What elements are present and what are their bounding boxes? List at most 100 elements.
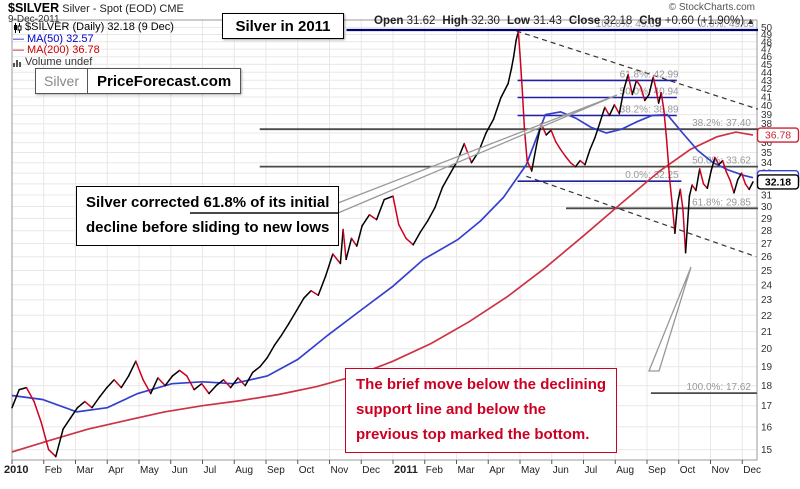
svg-text:Jul: Jul [204, 465, 217, 476]
axis-price-box [756, 127, 800, 143]
svg-text:48: 48 [761, 37, 773, 48]
svg-text:42: 42 [761, 84, 773, 95]
x-axis-labels: 2010 Feb Mar Apr May Jun Jul Aug Sep Oct Nov Dec 201… [4, 460, 761, 476]
svg-text:25: 25 [761, 266, 773, 277]
svg-text:44: 44 [761, 68, 773, 79]
svg-text:26: 26 [761, 252, 773, 263]
ma50-dash-icon: — [13, 32, 24, 45]
legend-series-label: $SILVER (Daily) 32.18 (9 Dec) [25, 21, 174, 33]
close-value: 32.18 [603, 15, 633, 27]
svg-text:Aug: Aug [235, 465, 253, 476]
up-triangle-icon: ▲ [746, 16, 755, 26]
legend-volume-row[interactable]: Volume undef [13, 55, 174, 69]
price-series [11, 30, 754, 458]
fib-line-over-note [190, 212, 338, 214]
low-value: 31.43 [533, 15, 562, 27]
svg-text:36: 36 [761, 138, 773, 149]
brand-left-label: Silver [44, 73, 80, 89]
svg-text:20: 20 [761, 344, 773, 355]
candlestick-icon [14, 22, 22, 33]
chg-value: +0.60 (+1.90%) [664, 15, 745, 27]
svg-text:Jun: Jun [553, 465, 569, 476]
svg-text:23: 23 [761, 295, 773, 306]
svg-text:61.8%: 29.85: 61.8%: 29.85 [692, 197, 751, 208]
svg-text:40: 40 [761, 101, 773, 112]
svg-text:46: 46 [761, 52, 773, 63]
symbol-header: $SILVER Silver - Spot (EOD) CME [8, 1, 184, 15]
chart-title-box: Silver in 2011 [222, 13, 344, 39]
symbol-name: $SILVER [8, 1, 60, 15]
svg-text:Dec: Dec [362, 465, 380, 476]
svg-text:27: 27 [761, 239, 773, 250]
svg-text:30: 30 [761, 202, 773, 213]
legend-ma50-row[interactable]: — MA(50) 32.57 [13, 32, 174, 46]
ma50-line [11, 111, 754, 413]
svg-text:15: 15 [761, 445, 773, 456]
legend-volume-label: Volume undef [25, 55, 93, 68]
declining-trendlines [516, 30, 759, 258]
svg-text:41: 41 [761, 93, 773, 104]
svg-text:Feb: Feb [45, 465, 63, 476]
annotation-bottom-note: The brief move below the declining suppo… [345, 368, 618, 453]
svg-text:0.0%: 49.63: 0.0%: 49.63 [701, 19, 755, 30]
svg-text:2010: 2010 [4, 464, 28, 476]
svg-text:24: 24 [761, 280, 773, 291]
symbol-description: Silver - Spot (EOD) CME [59, 3, 184, 15]
svg-text:34: 34 [761, 158, 773, 169]
svg-text:Mar: Mar [77, 465, 95, 476]
high-label: High [442, 15, 468, 27]
svg-text:Nov: Nov [712, 465, 730, 476]
svg-text:43: 43 [761, 76, 773, 87]
svg-text:Oct: Oct [299, 465, 315, 476]
high-value: 32.30 [471, 15, 500, 27]
svg-text:100.0%: 17.62: 100.0%: 17.62 [687, 382, 752, 393]
svg-text:38.2%: 37.40: 38.2%: 37.40 [692, 118, 751, 129]
svg-text:Aug: Aug [616, 465, 634, 476]
svg-text:Dec: Dec [743, 465, 761, 476]
svg-text:2011: 2011 [394, 464, 418, 476]
svg-text:Jun: Jun [172, 465, 188, 476]
svg-text:31: 31 [761, 191, 773, 202]
svg-text:61.8%: 42.99: 61.8%: 42.99 [620, 69, 679, 80]
svg-text:38: 38 [761, 119, 773, 130]
annotation-line: The brief move below the declining [356, 376, 607, 393]
legend-ma50-label: MA(50) 32.57 [27, 32, 94, 45]
svg-text:17: 17 [761, 401, 773, 412]
svg-text:Apr: Apr [489, 465, 505, 476]
svg-text:22: 22 [761, 311, 773, 322]
legend-ma200-row[interactable]: — MA(200) 36.78 [13, 44, 174, 57]
fib-lines [259, 28, 758, 395]
svg-text:16: 16 [761, 422, 773, 433]
stockcharts-copyright: © StockCharts.com [668, 2, 755, 13]
svg-text:19: 19 [761, 362, 773, 373]
annotation-line: previous top marked the bottom. [356, 426, 590, 443]
svg-text:Mar: Mar [458, 465, 476, 476]
chart-legend: $SILVER (Daily) 32.18 (9 Dec) — MA(50) 3… [13, 21, 174, 69]
svg-text:Nov: Nov [331, 465, 349, 476]
legend-series-row[interactable]: $SILVER (Daily) 32.18 (9 Dec) [13, 21, 174, 34]
close-label: Close [568, 15, 601, 27]
svg-text:29: 29 [761, 214, 773, 225]
svg-text:21: 21 [761, 327, 773, 338]
y-axis-labels: 1516171819202122232425262728293031323334… [761, 23, 773, 456]
svg-text:Sep: Sep [267, 465, 285, 476]
svg-text:0.0%: 32.25: 0.0%: 32.25 [625, 170, 679, 181]
low-label: Low [506, 15, 530, 27]
brand-box[interactable]: Silver PriceForecast.com [35, 68, 242, 94]
quote-date: 9-Dec-2011 [8, 14, 60, 25]
ohlc-readout: Open 31.62 High 32.30 Low 31.43 Close 32.18… [367, 15, 755, 27]
svg-text:50: 50 [761, 23, 773, 34]
svg-text:18: 18 [761, 381, 773, 392]
svg-text:Jul: Jul [585, 465, 598, 476]
chg-label: Chg [639, 15, 662, 27]
callout-arrow-to-bottom [648, 266, 692, 372]
svg-text:49: 49 [761, 30, 773, 41]
svg-text:38.2%: 38.89: 38.2%: 38.89 [620, 105, 679, 116]
ma200-line [11, 131, 754, 453]
svg-text:47: 47 [761, 45, 773, 56]
svg-text:35: 35 [761, 148, 773, 159]
svg-text:28: 28 [761, 226, 773, 237]
svg-text:Sep: Sep [648, 465, 666, 476]
